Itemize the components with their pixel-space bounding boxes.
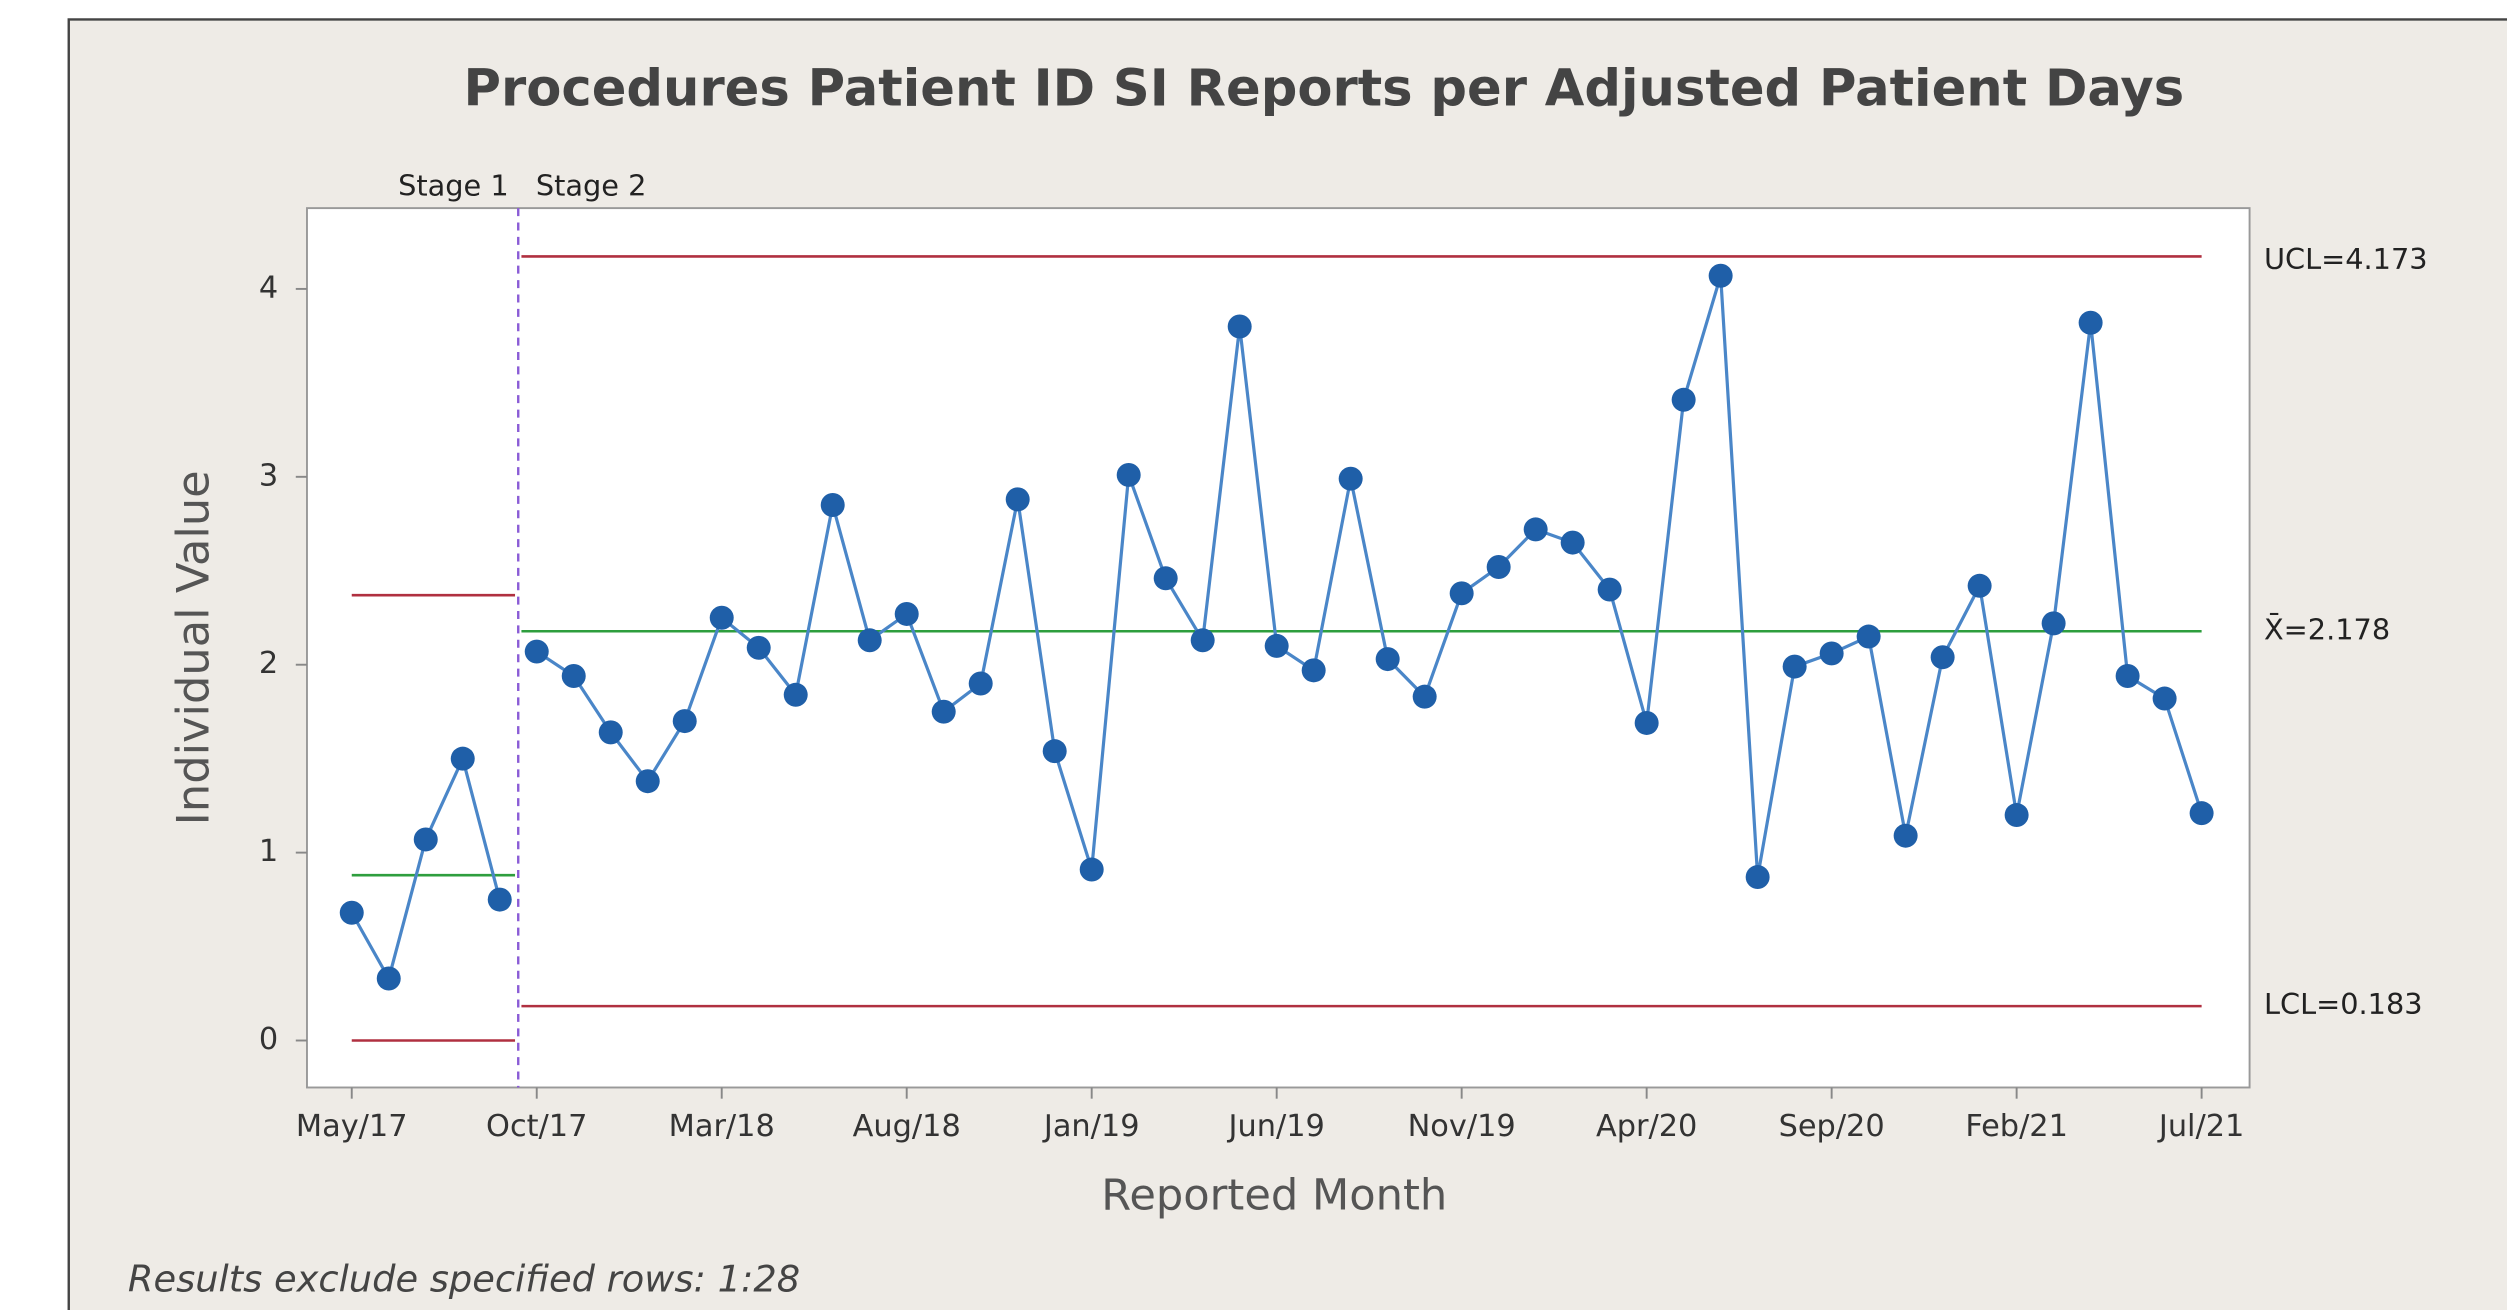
center-line-label: X̄=2.178 [2264, 612, 2390, 646]
data-point [339, 900, 364, 925]
data-point [783, 682, 808, 707]
data-point [1967, 573, 1992, 598]
data-point [450, 746, 475, 771]
data-point [2078, 310, 2103, 335]
data-point [1671, 387, 1696, 412]
data-point [561, 663, 586, 688]
data-point [1190, 628, 1215, 653]
y-tick-label: 0 [259, 1022, 278, 1057]
x-tick-label: Jan/19 [1042, 1109, 1140, 1144]
data-point [2189, 801, 2214, 826]
x-tick-label: Jul/21 [2157, 1109, 2245, 1144]
data-point [709, 605, 734, 630]
y-tick-label: 4 [259, 270, 278, 305]
data-point [487, 887, 512, 912]
data-point [1708, 263, 1733, 288]
y-tick-label: 1 [259, 834, 278, 869]
y-tick-label: 2 [259, 646, 278, 681]
data-point [1079, 857, 1104, 882]
data-point [1523, 517, 1548, 542]
x-tick-label: May/17 [296, 1109, 408, 1144]
y-axis-title: Individual Value [167, 470, 220, 825]
x-tick-label: Sep/20 [1779, 1109, 1885, 1144]
x-tick-label: Aug/18 [853, 1109, 961, 1144]
data-point [1042, 739, 1067, 764]
footnote: Results exclude specified rows: 1:28 [128, 1257, 800, 1300]
data-point [376, 966, 401, 991]
data-point [598, 720, 623, 745]
data-point [672, 709, 697, 734]
data-point [1449, 581, 1474, 606]
x-tick-label: Jun/19 [1227, 1109, 1325, 1144]
data-point [2115, 663, 2140, 688]
data-point [1782, 654, 1807, 679]
chart-title: Procedures Patient ID SI Reports per Adj… [464, 59, 2185, 118]
data-point [524, 639, 549, 664]
data-point [1560, 530, 1585, 555]
lcl-line-label: LCL=0.183 [2264, 987, 2423, 1021]
data-point [1597, 577, 1622, 602]
data-point [1412, 684, 1437, 709]
data-point [894, 601, 919, 626]
x-tick-label: Oct/17 [486, 1109, 587, 1144]
data-point [1745, 865, 1770, 890]
x-tick-label: Nov/19 [1408, 1109, 1516, 1144]
data-point [2041, 611, 2066, 636]
data-point [413, 827, 438, 852]
y-tick-label: 3 [259, 458, 278, 493]
data-point [1634, 710, 1659, 735]
data-point [2004, 803, 2029, 828]
x-tick-label: Apr/20 [1596, 1109, 1697, 1144]
data-point [1153, 566, 1178, 591]
data-point [1338, 466, 1363, 491]
data-point [857, 628, 882, 653]
data-point [968, 671, 993, 696]
stage-label: Stage 2 [536, 168, 647, 202]
data-point [1486, 555, 1511, 579]
data-point [635, 769, 660, 794]
data-point [2152, 686, 2177, 711]
data-point [1819, 641, 1844, 666]
data-point [820, 493, 845, 517]
data-point [1856, 624, 1881, 649]
data-point [746, 635, 771, 660]
data-point [1930, 645, 1955, 670]
x-axis-title: Reported Month [1101, 1170, 1447, 1220]
data-point [1116, 462, 1141, 487]
data-line [535, 275, 2204, 878]
data-point [931, 699, 956, 724]
data-point [1227, 314, 1252, 339]
data-point [1893, 823, 1918, 848]
stage-label: Stage 1 [398, 168, 509, 202]
x-tick-label: Mar/18 [669, 1109, 775, 1144]
data-point [1375, 647, 1400, 672]
data-point [1264, 633, 1289, 658]
x-tick-label: Feb/21 [1965, 1109, 2068, 1144]
data-point [1005, 487, 1030, 512]
ucl-line-label: UCL=4.173 [2264, 242, 2428, 276]
data-point [1301, 658, 1326, 683]
